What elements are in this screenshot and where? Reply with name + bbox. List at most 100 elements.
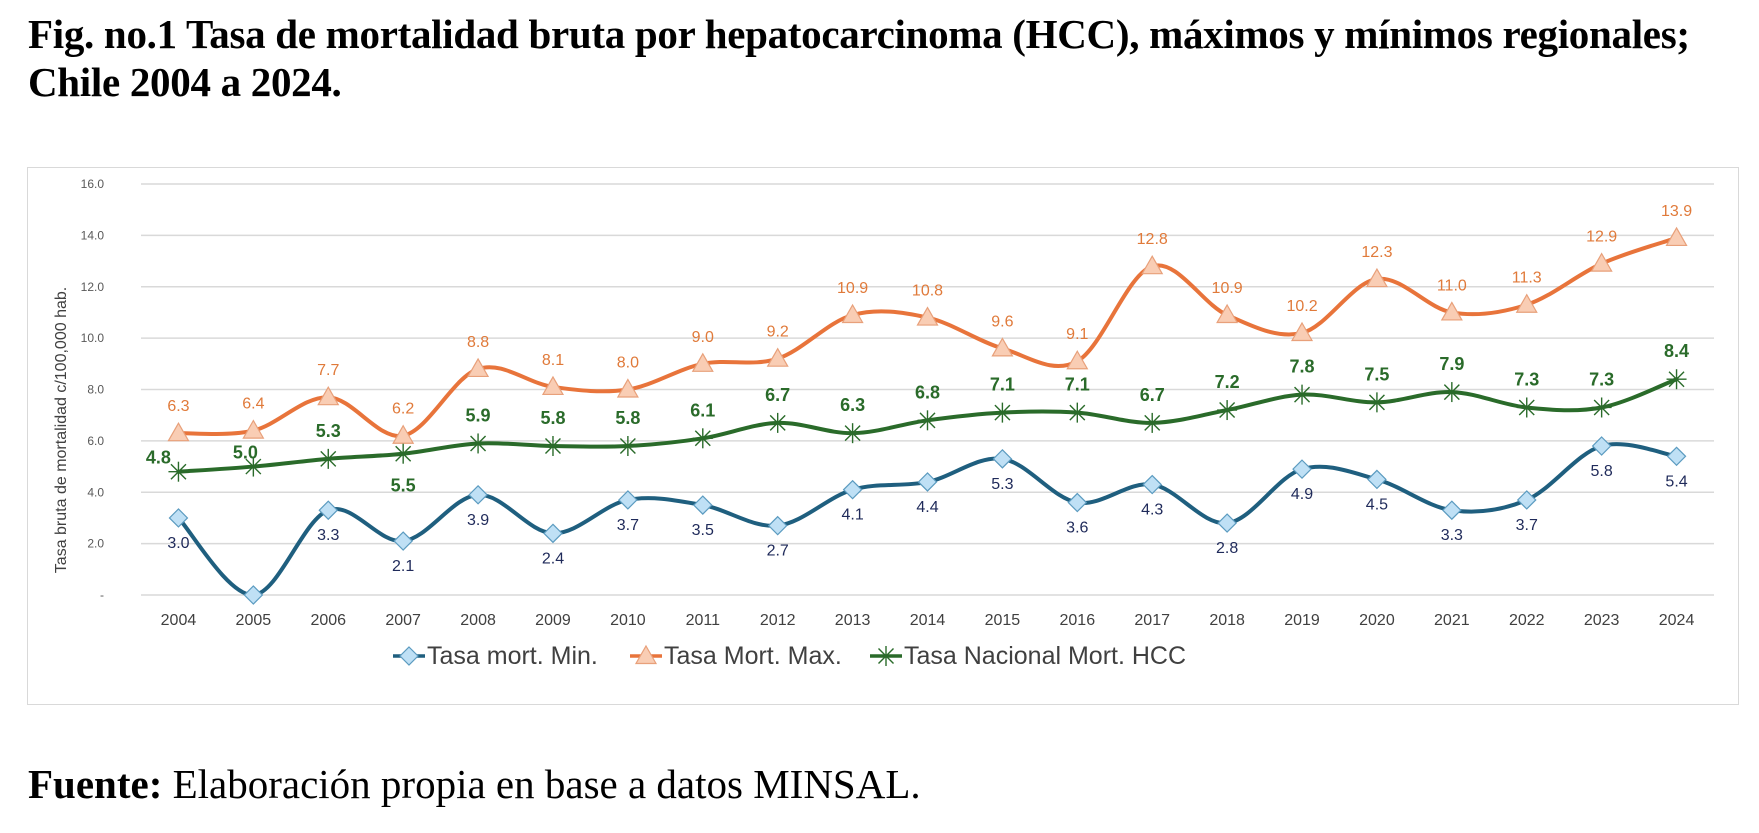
legend-label-nat: Tasa Nacional Mort. HCC [904, 642, 1186, 670]
y-tick-label: 8.0 [87, 383, 104, 397]
marker-max [766, 347, 789, 367]
data-label-nat: 5.8 [615, 408, 640, 428]
data-label-min: 4.4 [916, 499, 938, 516]
data-label-nat: 6.7 [1140, 385, 1165, 405]
marker-min [1067, 492, 1088, 513]
marker-max [1590, 252, 1613, 272]
data-label-min: 3.0 [167, 535, 189, 552]
data-label-nat: 7.8 [1290, 357, 1315, 377]
marker-max [1665, 226, 1688, 247]
data-label-min: 4.1 [841, 507, 863, 524]
marker-max [242, 419, 265, 439]
x-tick-label: 2013 [835, 612, 871, 629]
data-label-min: 3.7 [617, 517, 639, 534]
data-label-max: 6.3 [167, 398, 189, 415]
marker-min [992, 449, 1013, 469]
x-tick-label: 2016 [1060, 612, 1096, 629]
x-tick-label: 2012 [760, 612, 796, 629]
marker-max [541, 375, 565, 396]
data-label-min: 3.7 [1516, 517, 1538, 534]
marker-min [468, 484, 488, 505]
data-label-nat: 5.9 [466, 405, 491, 425]
source-label: Fuente: [28, 761, 163, 807]
x-tick-label: 2022 [1509, 612, 1545, 629]
data-label-max: 8.0 [617, 355, 639, 372]
y-tick-label: 16.0 [81, 177, 105, 191]
data-label-nat: 6.1 [690, 400, 715, 420]
data-label-nat: 5.8 [540, 408, 565, 428]
data-label-max: 12.8 [1137, 231, 1168, 248]
data-label-min: 5.8 [1591, 463, 1613, 480]
legend-label-max: Tasa Mort. Max. [664, 642, 842, 670]
marker-min [917, 472, 938, 492]
marker-min [168, 508, 189, 528]
x-tick-label: 2021 [1434, 612, 1470, 629]
data-label-min: 3.3 [317, 527, 339, 544]
data-label-min: 5.4 [1665, 473, 1687, 490]
marker-min [692, 495, 713, 515]
marker-nat [992, 402, 1013, 423]
x-tick-label: 2024 [1659, 612, 1695, 629]
marker-nat [617, 436, 638, 457]
marker-max [841, 303, 864, 324]
data-labels: 3.0 3.3 2.1 3.9 2.4 3.7 3.5 2.7 4.1 4.4 5.3 3.6 4.3 2… [146, 203, 1692, 575]
marker-nat [1067, 402, 1088, 423]
x-tick-label: 2009 [535, 612, 571, 629]
data-label-max: 6.2 [392, 401, 414, 418]
series-markers [167, 226, 1688, 605]
x-axis-ticks: 2004 2005 2006 2007 2008 2009 2010 2011 2012 2013… [161, 612, 1695, 629]
y-tick-label: 6.0 [87, 434, 104, 448]
marker-nat [1142, 412, 1163, 433]
x-tick-label: 2010 [610, 612, 646, 629]
marker-nat [243, 456, 264, 477]
data-label-max: 9.1 [1066, 326, 1088, 343]
marker-nat [393, 443, 414, 464]
marker-max [1365, 267, 1388, 288]
legend-marker-max-icon [634, 644, 658, 665]
data-label-nat: 7.3 [1514, 369, 1539, 389]
marker-nat [917, 410, 938, 431]
legend-item-min: Tasa mort. Min. [393, 642, 598, 670]
data-label-nat: 6.7 [765, 385, 790, 405]
source-text: Elaboración propia en base a datos MINSA… [162, 761, 921, 807]
data-label-min: 3.9 [467, 512, 489, 529]
x-tick-label: 2019 [1284, 612, 1320, 629]
y-tick-label: 14.0 [81, 228, 105, 242]
data-label-min: 2.1 [392, 558, 414, 575]
marker-min [318, 500, 339, 521]
marker-min [1441, 500, 1462, 521]
marker-min [767, 515, 788, 536]
legend-marker-min-icon [399, 646, 419, 666]
line-chart: -2.04.06.08.010.012.014.016.0 2004 2005 20… [53, 177, 1714, 670]
data-label-min: 2.7 [767, 543, 789, 560]
data-label-max: 10.2 [1286, 298, 1317, 315]
figure-title: Fig. no.1 Tasa de mortalidad bruta por h… [28, 11, 1690, 105]
data-label-min: 3.5 [692, 522, 714, 539]
data-label-max: 9.2 [767, 324, 789, 341]
marker-max [1515, 293, 1538, 313]
data-label-max: 7.7 [317, 362, 339, 379]
data-label-nat: 4.8 [146, 448, 171, 468]
marker-nat [168, 461, 189, 482]
data-label-min: 3.6 [1066, 520, 1088, 537]
x-tick-label: 2008 [460, 612, 496, 629]
marker-max [467, 357, 490, 378]
legend-item-nat: Tasa Nacional Mort. HCC [870, 642, 1186, 670]
data-label-nat: 8.4 [1664, 341, 1689, 361]
marker-min [243, 585, 264, 605]
data-label-max: 8.1 [542, 352, 564, 369]
data-label-nat: 7.2 [1215, 372, 1240, 392]
marker-min [1217, 513, 1237, 533]
marker-max [1440, 301, 1463, 321]
data-label-min: 3.3 [1441, 527, 1463, 544]
x-tick-label: 2018 [1209, 612, 1245, 629]
marker-max [616, 378, 639, 398]
x-tick-label: 2015 [985, 612, 1021, 629]
marker-max [1141, 254, 1164, 275]
x-tick-label: 2020 [1359, 612, 1395, 629]
data-label-nat: 6.8 [915, 382, 940, 402]
marker-min [1292, 459, 1312, 479]
marker-nat [1441, 382, 1462, 403]
marker-max [167, 421, 190, 442]
marker-nat [542, 436, 563, 457]
